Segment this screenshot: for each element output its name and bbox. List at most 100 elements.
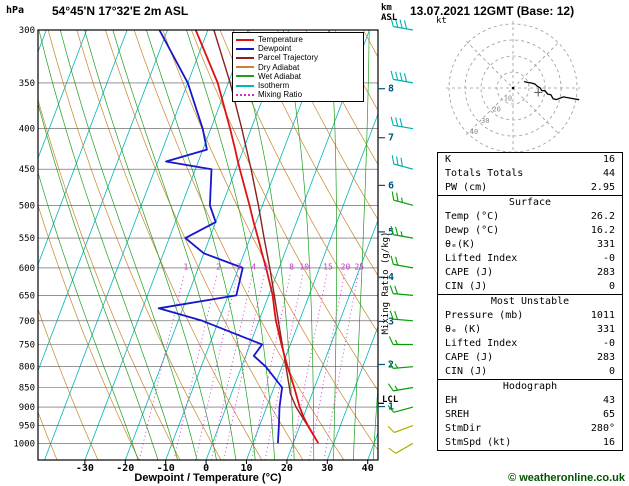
wind-barb bbox=[388, 442, 414, 454]
legend-label: Dry Adiabat bbox=[258, 62, 300, 72]
row-value: -0 bbox=[602, 338, 615, 349]
wind-barb bbox=[390, 225, 414, 239]
table-section-header: Most Unstable bbox=[490, 296, 570, 307]
row-label: CAPE (J) bbox=[445, 352, 494, 363]
row-value: -0 bbox=[602, 253, 615, 264]
table-row: Pressure (mb) 1011 bbox=[438, 309, 622, 323]
mixing-ratio-value: 3 bbox=[236, 263, 241, 272]
row-value: 16.2 bbox=[590, 225, 615, 236]
legend-swatch bbox=[236, 56, 254, 59]
km-tick-value: 4 bbox=[388, 272, 394, 283]
kt-label: kt bbox=[436, 16, 447, 26]
wind-barb bbox=[387, 425, 414, 434]
table-section: Surface Temp (°C) 26.2 Dewp (°C) 16.2 θₑ(K) 33… bbox=[437, 195, 623, 295]
legend-item: Wet Adiabat bbox=[236, 72, 360, 81]
table-section: Hodograph EH 43 SREH 65 StmDir 280° StmSpd (kt)… bbox=[437, 379, 623, 451]
page-title: 54°45'N 17°32'E 2m ASL bbox=[52, 4, 189, 18]
table-row: Lifted Index -0 bbox=[438, 252, 622, 266]
km-label: km bbox=[381, 3, 392, 13]
km-tick-value: 7 bbox=[388, 133, 394, 144]
mixing-ratio-labels: 1 2 3 4 5 8 10 15 20 25 bbox=[183, 263, 364, 272]
wind-barb bbox=[390, 116, 414, 130]
svg-text:0: 0 bbox=[203, 463, 209, 474]
wind-barb bbox=[387, 405, 414, 413]
legend-label: Wet Adiabat bbox=[258, 71, 301, 81]
table-section-header: Hodograph bbox=[502, 381, 558, 392]
row-value: 65 bbox=[602, 409, 615, 420]
hodograph-ring-value: 10 bbox=[504, 94, 512, 102]
svg-text:20: 20 bbox=[281, 463, 293, 474]
row-value: 280° bbox=[590, 423, 615, 434]
km-asl-axis-label: km ASL bbox=[381, 3, 397, 23]
table-row: PW (cm) 2.95 bbox=[438, 181, 622, 195]
wind-barb bbox=[388, 360, 414, 369]
row-label: CIN (J) bbox=[445, 366, 488, 377]
legend-swatch bbox=[236, 93, 254, 96]
legend-item: Isotherm bbox=[236, 81, 360, 90]
svg-text:600: 600 bbox=[19, 264, 35, 274]
svg-text:800: 800 bbox=[19, 363, 35, 373]
svg-text:850: 850 bbox=[19, 384, 35, 394]
wind-barb bbox=[391, 191, 414, 206]
table-row: Dewp (°C) 16.2 bbox=[438, 224, 622, 238]
km-tick-value: 6 bbox=[388, 180, 394, 191]
table-section: K 16 Totals Totals 44 PW (cm) 2.95 bbox=[437, 152, 623, 196]
row-label: EH bbox=[445, 395, 458, 406]
table-row: EH 43 bbox=[438, 394, 622, 408]
table-row: K 16 bbox=[438, 153, 622, 167]
legend-label: Isotherm bbox=[258, 81, 290, 91]
table-row: SREH 65 bbox=[438, 408, 622, 422]
hodograph-ring-value: 30 bbox=[481, 117, 489, 125]
row-label: K bbox=[445, 154, 452, 165]
table-row: Totals Totals 44 bbox=[438, 167, 622, 181]
mixing-ratio-value: 4 bbox=[251, 263, 256, 272]
table-row: θₑ(K) 331 bbox=[438, 238, 622, 252]
asl-label: ASL bbox=[381, 13, 398, 23]
table-row: CAPE (J) 283 bbox=[438, 351, 622, 365]
svg-text:300: 300 bbox=[19, 26, 35, 36]
legend-item: Parcel Trajectory bbox=[236, 53, 360, 62]
legend-item: Dry Adiabat bbox=[236, 63, 360, 72]
mixing-ratio-value: 20 bbox=[341, 263, 351, 272]
sounding-profiles bbox=[157, 30, 320, 444]
lcl-label: LCL bbox=[382, 395, 399, 405]
dewpoint-curve bbox=[157, 30, 283, 444]
row-label: Temp (°C) bbox=[445, 211, 500, 222]
svg-text:900: 900 bbox=[19, 403, 35, 413]
row-label: SREH bbox=[445, 409, 470, 420]
table-row: Lifted Index -0 bbox=[438, 337, 622, 351]
hodograph-ring-value: 20 bbox=[492, 106, 500, 114]
indices-table: K 16 Totals Totals 44 PW (cm) 2.95 Surface Temp… bbox=[437, 152, 623, 451]
wind-barb bbox=[388, 336, 413, 346]
wind-barb bbox=[390, 70, 414, 84]
mixing-ratio-value: 10 bbox=[299, 263, 309, 272]
row-value: 331 bbox=[596, 239, 615, 250]
row-label: CIN (J) bbox=[445, 281, 488, 292]
wind-barb bbox=[387, 383, 414, 392]
svg-text:500: 500 bbox=[19, 201, 35, 211]
table-row: CIN (J) 0 bbox=[438, 280, 622, 294]
legend-swatch bbox=[236, 66, 254, 69]
mixing-ratio-axis-title: Mixing Ratio (g/kg) bbox=[381, 231, 391, 335]
mixing-ratio-value: 2 bbox=[216, 263, 221, 272]
svg-text:950: 950 bbox=[19, 422, 35, 432]
pressure-unit-label: hPa bbox=[6, 5, 25, 16]
row-value: 283 bbox=[596, 352, 615, 363]
row-value: 16 bbox=[602, 437, 615, 448]
svg-text:450: 450 bbox=[19, 165, 35, 175]
temperature-curve bbox=[194, 30, 320, 444]
row-label: Lifted Index bbox=[445, 338, 518, 349]
row-label: Dewp (°C) bbox=[445, 225, 500, 236]
parcel-trajectory-curve bbox=[213, 30, 319, 444]
wind-barb bbox=[389, 285, 414, 296]
wind-barbs bbox=[387, 17, 414, 454]
svg-text:30: 30 bbox=[321, 463, 333, 474]
svg-text:550: 550 bbox=[19, 234, 35, 244]
row-label: θₑ (K) bbox=[445, 324, 482, 335]
legend-label: Temperature bbox=[258, 35, 303, 45]
wind-barb bbox=[389, 310, 414, 322]
table-section-header: Surface bbox=[508, 197, 552, 208]
legend-item: Mixing Ratio bbox=[236, 90, 360, 99]
row-label: θₑ(K) bbox=[445, 239, 476, 250]
